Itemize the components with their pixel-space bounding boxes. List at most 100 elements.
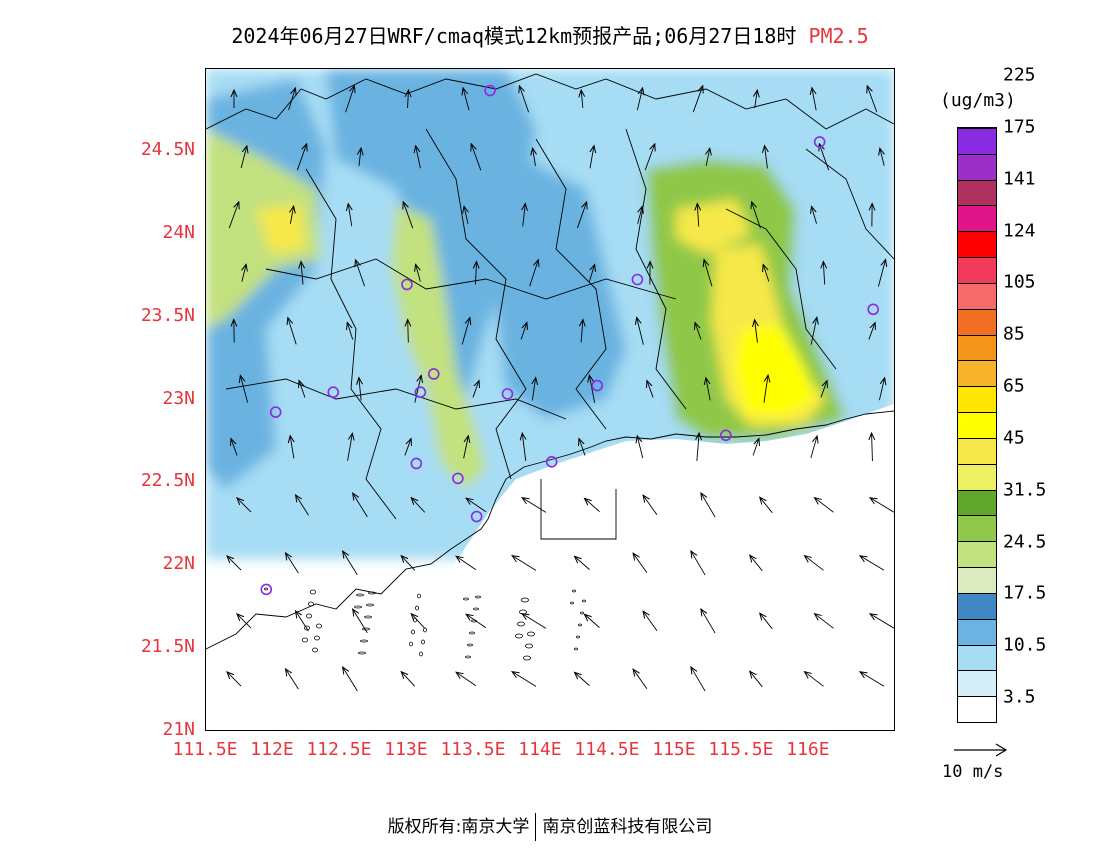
wind-arrow-icon [804,672,824,687]
wind-arrow-icon [814,614,834,629]
wind-arrow-icon [532,378,535,401]
wind-arrow-icon [704,260,713,287]
legend-label-10-5: 10.5 [1003,634,1047,656]
map-panel[interactable] [205,68,895,731]
wind-arrow-icon [237,614,252,629]
lat-label-23n: 23N [162,387,195,409]
lon-label-112e: 112E [250,739,294,760]
lon-label-112-5e: 112.5E [306,739,372,760]
station-marker[interactable] [327,386,340,399]
wind-arrow-icon [301,262,303,285]
prefecture-boundary-8 [805,148,894,260]
south-sea-area [206,404,894,730]
legend-swatch [958,644,996,671]
wind-arrow-icon [814,498,834,513]
station-marker[interactable] [591,379,604,392]
legend-swatch [958,360,996,387]
copyright-footer: 版权所有:南京大学 南京创蓝科技有限公司 [0,812,1100,841]
wind-arrow-icon [353,493,368,518]
island [527,631,535,637]
legend-label-85: 85 [1003,323,1025,345]
wind-arrow-icon [752,438,759,456]
station-marker[interactable] [720,429,732,442]
station-marker[interactable] [867,303,880,316]
wind-arrow-icon [404,439,411,456]
title-main: 2024年06月27日WRF/cmaq模式12km预报产品;06月27日18时 [231,24,797,48]
wind-arrow-icon [870,498,894,513]
legend-label-3-5: 3.5 [1003,686,1036,708]
station-marker[interactable] [631,273,644,286]
legend-label-45: 45 [1003,427,1025,449]
legend-label-105: 105 [1003,271,1036,293]
station-marker[interactable] [545,456,558,468]
station-marker[interactable] [501,388,514,400]
wind-arrow-icon [296,611,309,632]
wind-arrow-icon [464,206,468,224]
wind-arrow-icon [401,672,416,687]
wind-arrow-icon [819,144,830,171]
island [572,589,576,593]
wind-arrow-icon [643,495,658,516]
wind-arrow-icon [288,318,297,345]
station-marker[interactable] [452,472,464,485]
pm25-field-map [206,69,894,730]
legend-label-175: 175 [1003,116,1036,138]
wind-arrow-icon [633,553,648,574]
prefecture-boundary-2 [425,128,527,480]
lon-label-115-5e: 115.5E [708,739,774,760]
station-marker[interactable] [414,386,427,399]
legend-swatch [958,618,996,645]
lon-label-114-5e: 114.5E [574,739,640,760]
legend-swatch [958,696,996,722]
station-marker[interactable] [813,136,826,148]
island [578,623,582,627]
wind-arrow-icon [461,318,470,345]
wind-arrow-icon [227,672,242,687]
wind-arrow-icon [637,436,644,459]
wind-arrow-icon [411,498,426,513]
prefecture-boundary-5 [725,208,837,370]
map-title: 2024年06月27日WRF/cmaq模式12km预报产品;06月27日18时 P… [0,20,1100,49]
station-marker[interactable] [401,278,413,291]
legend-label-225: 225 [1003,64,1036,86]
station-marker[interactable] [470,510,483,523]
wind-arrow-icon [877,259,885,287]
island [354,605,362,609]
wind-arrow-icon [522,498,547,513]
wind-arrow-icon [691,551,706,576]
lon-label-114e: 114E [518,739,562,760]
wind-arrow-icon [347,433,353,461]
wind-arrow-icon [456,672,477,687]
prefecture-boundary-1 [305,168,397,520]
wind-arrow-icon [581,90,583,109]
legend-label-141: 141 [1003,168,1036,190]
wind-arrow-icon [463,88,470,111]
station-marker[interactable] [484,84,496,97]
wind-arrow-icon [647,381,654,398]
legend-label-31-5: 31.5 [1003,479,1047,501]
field-north-yellow [676,199,751,254]
province-boundary-north [206,73,894,130]
lat-label-24-5n: 24.5N [140,138,195,160]
island [310,589,316,595]
wind-arrow-icon [584,614,600,628]
legend-swatch [958,489,996,516]
wind-arrow-icon [644,144,655,171]
station-marker[interactable] [260,583,273,596]
station-marker[interactable] [410,457,423,470]
station-marker[interactable] [427,368,440,380]
station-marker[interactable] [269,406,282,418]
island [302,637,308,643]
wind-arrow-icon [347,322,354,340]
wind-arrow-icon [810,436,817,459]
field-central-blue [496,149,626,419]
wind-arrow-icon [286,669,299,690]
wind-arrow-icon [242,264,246,282]
wind-arrow-icon [529,260,539,287]
wind-arrow-icon [466,498,487,513]
wind-arrow-icon [240,375,249,403]
wind-arrow-icon [579,439,586,456]
island [517,621,525,627]
monitoring-stations [260,84,880,596]
wind-arrow-icon [576,202,586,229]
